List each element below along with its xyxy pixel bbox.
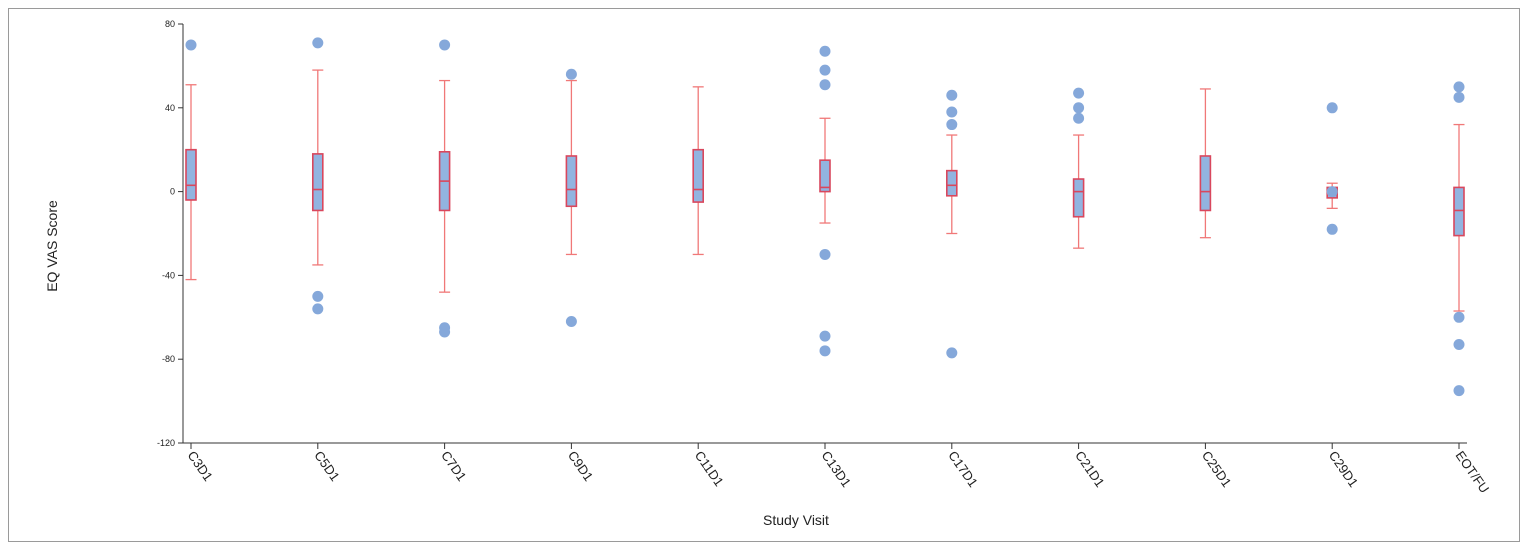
outlier-point	[946, 119, 958, 131]
outlier-point	[819, 64, 831, 76]
box-group-c17d1	[945, 89, 958, 359]
x-tick-label: C21D1	[1072, 448, 1107, 490]
box-group-c25d1	[1199, 88, 1212, 239]
box-group-eot-fu	[1453, 81, 1465, 397]
box-group-c7d1	[438, 39, 451, 338]
outlier-point	[819, 345, 831, 357]
y-axis-title: EQ VAS Score	[44, 200, 60, 292]
x-tick-label: C17D1	[945, 448, 980, 490]
y-axis: 80 40 0 -40 -80 -120	[157, 19, 184, 448]
box-group-c21d1	[1072, 87, 1085, 249]
x-tick-label: C25D1	[1199, 448, 1234, 490]
outlier-point	[565, 315, 577, 327]
outlier-point	[1073, 87, 1085, 99]
y-tick-label: 0	[170, 187, 175, 197]
outlier-point	[312, 37, 324, 49]
outlier-point	[565, 68, 577, 80]
y-tick-label: 80	[165, 19, 175, 29]
y-tick-label: -40	[162, 270, 175, 280]
outlier-point	[946, 347, 958, 359]
box-group-c3d1	[185, 39, 197, 281]
x-tick-label: C11D1	[692, 448, 727, 489]
outlier-point	[1453, 81, 1465, 93]
x-axis: C3D1 C5D1 C7D1 C9D1 C11D1 C13D1 C17D1 C21D1 C25D…	[183, 442, 1493, 496]
box-group-c9d1	[565, 68, 578, 327]
outlier-point	[1073, 102, 1085, 114]
iqr-box	[311, 153, 324, 212]
box-group-c13d1	[819, 45, 831, 357]
x-axis-title: Study Visit	[763, 512, 829, 528]
outlier-point	[312, 303, 324, 315]
iqr-box	[565, 155, 578, 208]
outlier-point	[1326, 223, 1338, 235]
outlier-point	[439, 326, 451, 338]
box-group-c5d1	[311, 37, 324, 315]
iqr-box	[945, 169, 958, 197]
iqr-box	[185, 148, 197, 201]
outlier-point	[819, 330, 831, 342]
x-tick-label: C13D1	[819, 448, 854, 490]
x-tick-label: C29D1	[1326, 448, 1361, 490]
outlier-point	[819, 248, 831, 260]
outlier-point	[1326, 102, 1338, 114]
outlier-point	[1453, 339, 1465, 351]
x-tick-label: EOT/FU	[1453, 448, 1493, 496]
iqr-box	[692, 148, 705, 203]
outlier-point	[1453, 385, 1465, 397]
box-plot-chart: 80 40 0 -40 -80 -120 C3D1 C5D1 C7D1 C9D1 C11D1 C13…	[44, 19, 1493, 528]
iqr-box	[819, 159, 831, 193]
outlier-point	[1453, 311, 1465, 323]
outlier-point	[1326, 186, 1338, 198]
boxes-layer	[185, 37, 1465, 397]
outlier-point	[946, 89, 958, 101]
outlier-point	[1453, 91, 1465, 103]
box-group-c29d1	[1326, 102, 1338, 235]
outlier-point	[819, 45, 831, 57]
iqr-box	[1453, 186, 1465, 237]
y-tick-label: -120	[157, 438, 175, 448]
iqr-box	[1199, 155, 1212, 212]
x-tick-label: C9D1	[565, 448, 596, 484]
iqr-box	[1072, 178, 1085, 218]
outlier-point	[819, 79, 831, 91]
outlier-point	[946, 106, 958, 118]
y-tick-label: -80	[162, 354, 175, 364]
x-tick-label: C3D1	[185, 448, 216, 484]
x-tick-label: C5D1	[311, 448, 342, 484]
box-group-c11d1	[692, 86, 705, 256]
outlier-point	[312, 290, 324, 302]
chart-frame: 80 40 0 -40 -80 -120 C3D1 C5D1 C7D1 C9D1 C11D1 C13…	[8, 8, 1520, 542]
outlier-point	[185, 39, 197, 51]
x-tick-label: C7D1	[438, 448, 469, 484]
y-tick-label: 40	[165, 103, 175, 113]
outlier-point	[439, 39, 451, 51]
outlier-point	[1073, 112, 1085, 124]
